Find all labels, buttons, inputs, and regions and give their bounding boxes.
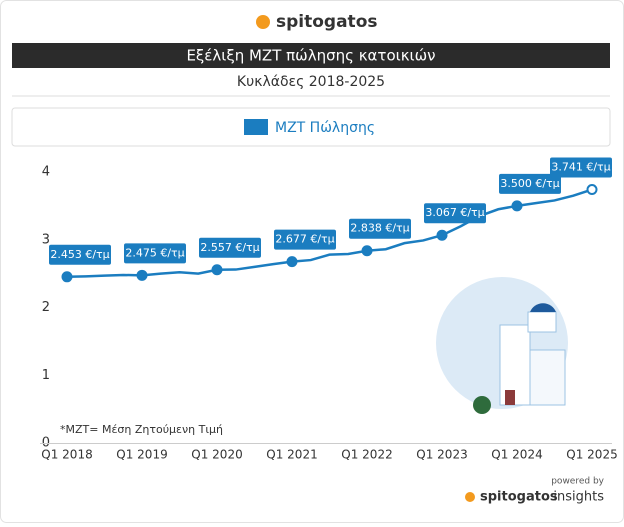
point xyxy=(136,269,148,281)
value-label-bg xyxy=(199,237,261,258)
line xyxy=(66,188,593,279)
value-label-bg xyxy=(349,218,411,239)
footer-logo-icon xyxy=(465,492,475,502)
footer-brand: spitogatos xyxy=(480,490,558,505)
point xyxy=(286,256,298,268)
point xyxy=(436,229,448,241)
door xyxy=(505,390,515,405)
legend-label: ΜΖΤ Πώλησης xyxy=(275,120,375,136)
note: *ΜΖΤ= Μέση Ζητούμενη Τιμή xyxy=(60,423,223,436)
value-label-bg xyxy=(49,244,111,265)
point xyxy=(211,264,223,276)
point xyxy=(61,271,73,283)
logo-icon xyxy=(256,15,270,29)
value-label: 2.838 €/τμ xyxy=(350,222,409,235)
chart-title: Εξέλιξη ΜΖΤ πώλησης κατοικιών xyxy=(186,47,435,65)
value-label: 3.741 €/τμ xyxy=(551,161,610,174)
footer-brand-suffix: insights xyxy=(553,490,604,505)
value-label: 2.677 €/τμ xyxy=(275,233,334,246)
chart-subtitle: Κυκλάδες 2018-2025 xyxy=(237,74,385,90)
church xyxy=(527,311,557,333)
value-label: 3.500 €/τμ xyxy=(500,177,559,190)
x-tick-label: Q1 2019 xyxy=(116,448,167,462)
value-label-bg xyxy=(424,203,486,224)
legend-swatch xyxy=(244,119,268,135)
x-tick-label: Q1 2018 xyxy=(41,448,92,462)
x-tick-label: Q1 2025 xyxy=(566,448,617,462)
title-bar xyxy=(12,43,610,68)
x-tick-label: Q1 2021 xyxy=(266,448,317,462)
x-tick-label: Q1 2020 xyxy=(191,448,242,462)
y-tick-label: 2 xyxy=(42,300,50,315)
plant xyxy=(473,396,491,414)
value-label: 2.475 €/τμ xyxy=(125,246,184,259)
dome xyxy=(530,303,556,312)
powered-by: powered by xyxy=(551,477,604,487)
value-label: 3.067 €/τμ xyxy=(425,206,484,219)
y-tick-label: 1 xyxy=(42,368,50,383)
x-tick-label: Q1 2022 xyxy=(341,448,392,462)
y-tick-label: 3 xyxy=(42,232,50,247)
point xyxy=(511,200,523,212)
point xyxy=(586,184,598,196)
value-label-bg xyxy=(499,173,561,194)
logo: spitogatos xyxy=(256,12,378,32)
point xyxy=(361,245,373,257)
illustration xyxy=(436,277,568,414)
brand: spitogatos xyxy=(276,12,378,32)
value-label: 2.557 €/τμ xyxy=(200,241,259,254)
value-label: 2.453 €/τμ xyxy=(50,248,109,261)
value-label-bg xyxy=(550,157,612,178)
x-tick-label: Q1 2023 xyxy=(416,448,467,462)
legend-box xyxy=(11,107,611,147)
y-tick-label: 4 xyxy=(42,165,50,180)
x-tick-label: Q1 2024 xyxy=(491,448,542,462)
house xyxy=(529,349,566,406)
value-label-bg xyxy=(124,243,186,264)
value-label-bg xyxy=(274,229,336,250)
